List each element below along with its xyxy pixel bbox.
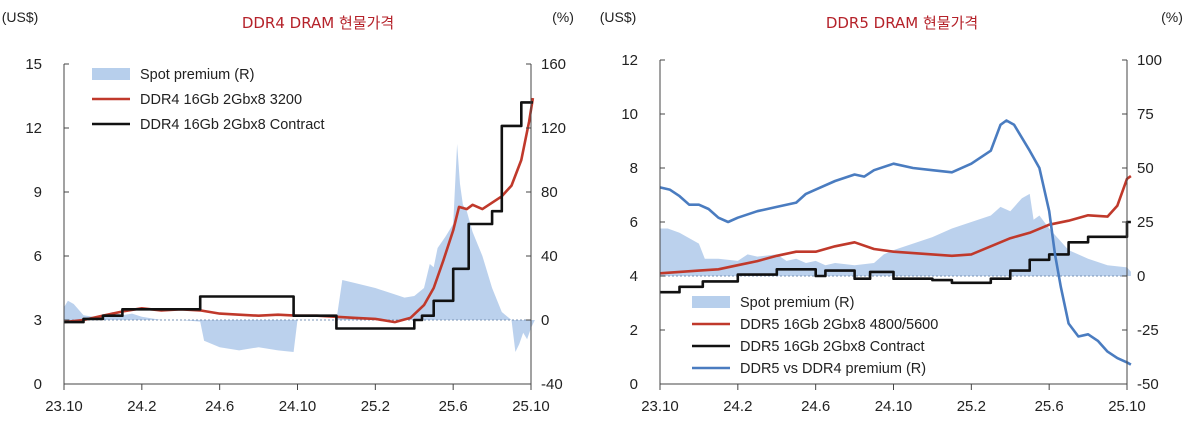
spot-price-line (659, 175, 1132, 275)
ddr5-vs-ddr4-premium-line (659, 119, 1132, 366)
spot-premium-area (660, 193, 1131, 276)
left-tick-label: 10 (621, 106, 638, 123)
left-tick-label: 2 (630, 322, 638, 339)
x-tick-label: 25.10 (1108, 398, 1146, 415)
x-tick-label: 23.10 (45, 398, 83, 415)
legend-label: Spot premium (R) (140, 67, 254, 83)
x-tick-label: 24.6 (801, 398, 830, 415)
legend-swatch-area (92, 68, 130, 80)
chart-title: DDR4 DRAM 현물가격 (242, 14, 394, 32)
left-axis-unit: (US$) (600, 9, 637, 25)
left-tick-label: 0 (630, 376, 638, 393)
right-tick-label: -25 (1137, 322, 1159, 339)
right-tick-label: 75 (1137, 106, 1154, 123)
legend-label: DDR5 16Gb 2Gbx8 Contract (740, 339, 925, 355)
right-axis-unit: (%) (1161, 9, 1183, 25)
spot-premium-area (64, 144, 535, 352)
right-tick-label: 25 (1137, 214, 1154, 231)
right-axis-unit: (%) (552, 9, 574, 25)
x-tick-label: 25.10 (512, 398, 550, 415)
x-tick-label: 25.6 (1035, 398, 1064, 415)
left-tick-label: 4 (630, 268, 638, 285)
legend-swatch-area (692, 296, 730, 308)
left-tick-label: 12 (621, 52, 638, 69)
right-tick-label: 0 (541, 312, 549, 329)
left-tick-label: 6 (630, 214, 638, 231)
right-tick-label: 160 (541, 56, 566, 73)
legend-label: DDR5 vs DDR4 premium (R) (740, 361, 926, 377)
left-axis-unit: (US$) (2, 9, 39, 25)
legend-label: DDR4 16Gb 2Gbx8 3200 (140, 92, 302, 108)
right-tick-label: -40 (541, 376, 563, 393)
right-tick-label: 100 (1137, 52, 1162, 69)
left-tick-label: 3 (34, 312, 42, 329)
left-tick-label: 15 (25, 56, 42, 73)
contract-price-line (64, 101, 533, 330)
x-tick-label: 24.2 (127, 398, 156, 415)
legend-label: DDR5 16Gb 2Gbx8 4800/5600 (740, 317, 938, 333)
x-tick-label: 24.10 (279, 398, 317, 415)
right-tick-label: 0 (1137, 268, 1145, 285)
left-tick-label: 8 (630, 160, 638, 177)
x-tick-label: 25.2 (361, 398, 390, 415)
legend-label: DDR4 16Gb 2Gbx8 Contract (140, 117, 325, 133)
contract-price-line (660, 220, 1131, 294)
x-tick-label: 25.2 (957, 398, 986, 415)
x-tick-label: 24.10 (875, 398, 913, 415)
left-tick-label: 6 (34, 248, 42, 265)
right-tick-label: 50 (1137, 160, 1154, 177)
x-tick-label: 24.2 (723, 398, 752, 415)
chart-title: DDR5 DRAM 현물가격 (826, 14, 978, 32)
x-tick-label: 25.6 (439, 398, 468, 415)
legend-label: Spot premium (R) (740, 295, 854, 311)
x-tick-label: 24.6 (205, 398, 234, 415)
left-tick-label: 9 (34, 184, 42, 201)
right-tick-label: 120 (541, 120, 566, 137)
right-tick-label: -50 (1137, 376, 1159, 393)
left-tick-label: 12 (25, 120, 42, 137)
left-tick-label: 0 (34, 376, 42, 393)
right-tick-label: 40 (541, 248, 558, 265)
right-tick-label: 80 (541, 184, 558, 201)
x-tick-label: 23.10 (641, 398, 679, 415)
